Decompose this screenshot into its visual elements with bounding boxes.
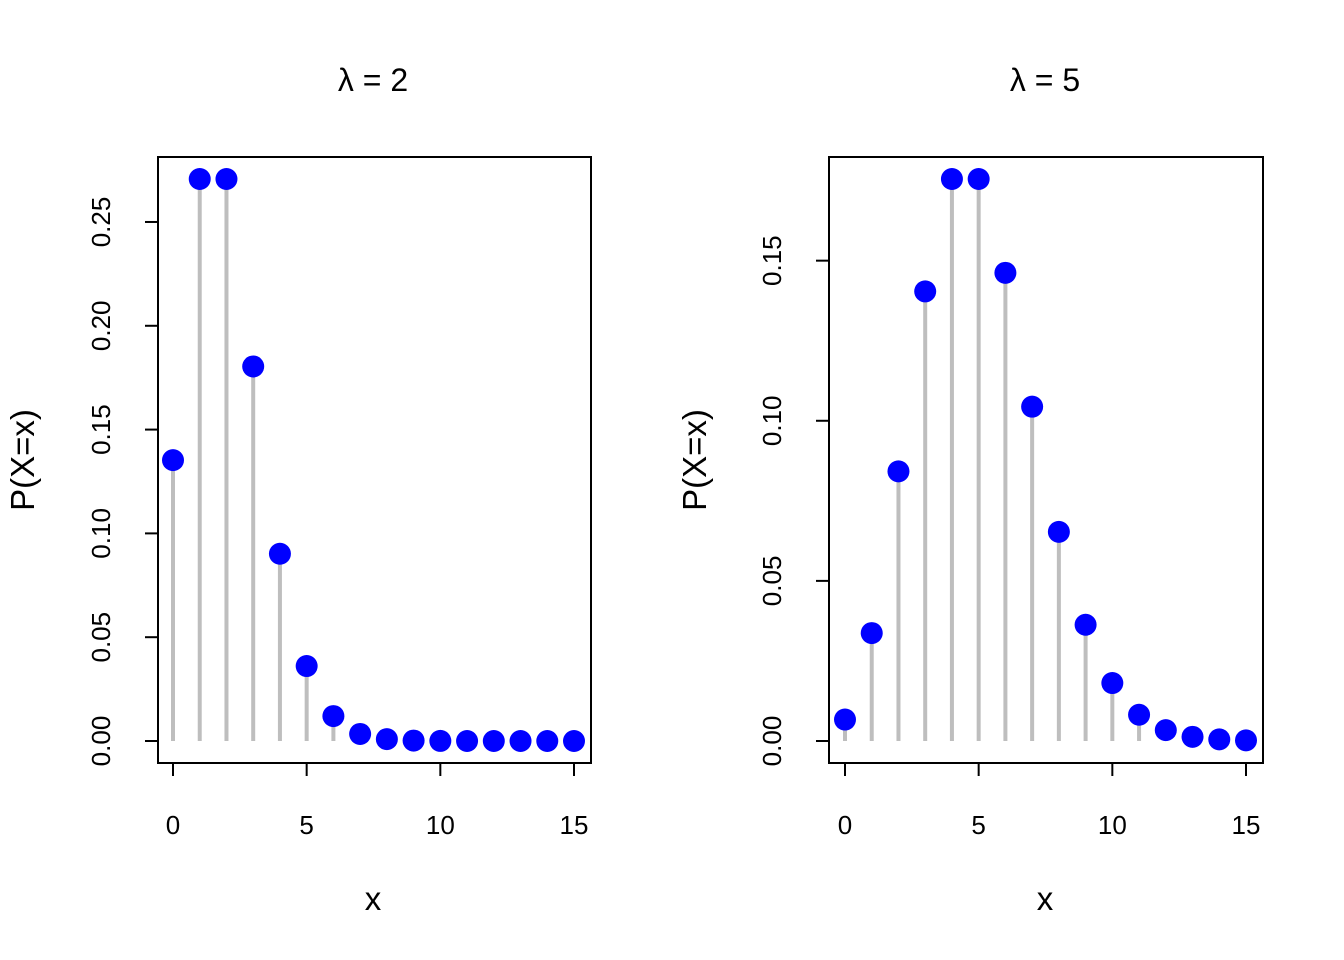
data-point xyxy=(268,542,291,565)
data-point xyxy=(456,729,479,752)
data-point xyxy=(967,168,990,190)
data-point xyxy=(536,730,559,752)
data-marks xyxy=(834,168,1257,752)
y-tick-label: 0.00 xyxy=(86,716,116,767)
y-axis: 0.00 0.05 0.10 0.15 0.20 0.25 xyxy=(86,197,159,767)
data-point xyxy=(1208,728,1231,751)
data-point xyxy=(1128,703,1151,726)
data-marks xyxy=(162,168,585,752)
y-axis-title: P(X=x) xyxy=(4,409,41,511)
y-tick-label: 0.20 xyxy=(86,300,116,351)
data-point xyxy=(482,730,505,752)
plot-panel-lambda-2: λ = 2 0 5 10 15 0.000.050.100.150.200.25 x … xyxy=(4,62,592,917)
x-tick-label: 15 xyxy=(560,810,589,840)
plot-title: λ = 5 xyxy=(1010,62,1080,98)
y-tick-label: 0.05 xyxy=(86,612,116,663)
data-point xyxy=(188,168,211,190)
x-axis: 0 5 10 15 xyxy=(166,762,589,840)
x-tick-label: 15 xyxy=(1232,810,1261,840)
data-point xyxy=(940,168,963,190)
data-point xyxy=(162,449,184,472)
y-tick-label: 0.15 xyxy=(86,404,116,455)
data-point xyxy=(295,655,318,678)
y-axis: 0.00 0.05 0.10 0.15 xyxy=(757,235,830,767)
data-point xyxy=(242,355,265,378)
x-axis-title: x xyxy=(365,880,382,917)
data-point xyxy=(1235,729,1257,752)
data-point xyxy=(1047,520,1070,543)
x-tick-label: 5 xyxy=(299,810,313,840)
x-tick-label: 0 xyxy=(166,810,180,840)
x-tick-label: 0 xyxy=(838,810,852,840)
data-point xyxy=(375,728,398,751)
y-tick-label: 0.25 xyxy=(86,197,116,248)
data-point xyxy=(215,168,238,190)
data-point xyxy=(563,730,585,752)
x-tick-label: 5 xyxy=(971,810,985,840)
data-point xyxy=(402,729,425,752)
plot-frame xyxy=(828,156,1264,764)
data-point xyxy=(834,708,856,731)
y-tick-label: 0.10 xyxy=(757,395,787,446)
x-axis-title: x xyxy=(1037,880,1054,917)
data-point xyxy=(860,622,883,645)
y-tick-label: 0.15 xyxy=(757,235,787,286)
data-point xyxy=(349,722,372,745)
data-point xyxy=(429,729,452,752)
data-point xyxy=(1181,725,1204,748)
y-axis-title: P(X=x) xyxy=(676,409,713,511)
y-tick-label: 0.10 xyxy=(86,508,116,559)
plot-frame xyxy=(157,156,592,764)
data-point xyxy=(1021,395,1044,418)
y-tick-label: 0.00 xyxy=(757,716,787,767)
data-point xyxy=(1101,672,1124,695)
data-point xyxy=(887,460,910,483)
data-point xyxy=(994,261,1017,284)
data-point xyxy=(1154,719,1177,742)
plot-title: λ = 2 xyxy=(338,62,408,98)
x-tick-label: 10 xyxy=(426,810,455,840)
data-point xyxy=(322,705,345,728)
x-tick-label: 10 xyxy=(1098,810,1127,840)
x-axis: 0 5 10 15 xyxy=(838,762,1261,840)
plot-panel-lambda-5: λ = 5 0 5 10 15 0.00 0.05 0.10 0.15 x P(X=x) xyxy=(676,62,1264,917)
data-point xyxy=(914,280,937,303)
data-point xyxy=(509,730,532,752)
data-point xyxy=(1074,613,1097,636)
y-tick-label: 0.05 xyxy=(757,556,787,607)
